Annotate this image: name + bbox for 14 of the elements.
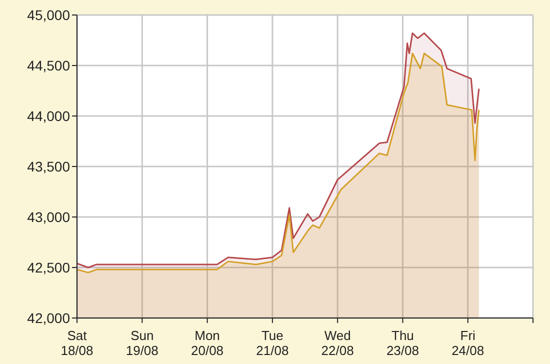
x-tick-label: Fri 24/08 [452,328,484,358]
y-tick-label: 44,000 [27,108,70,124]
x-tick-label: Tue 21/08 [256,328,289,358]
x-tick-label: Wed 22/08 [321,328,354,358]
y-tick-label: 45,000 [27,6,70,23]
y-tick-label: 44,500 [27,57,70,74]
y-tick-label: 43,000 [27,208,70,225]
x-tick-label: Sun 19/08 [126,328,158,358]
x-tick-label: Mon 20/08 [191,328,224,358]
y-tick-label: 43,500 [27,158,70,174]
y-tick-label: 42,500 [27,259,70,276]
x-tick-label: Thu 23/08 [386,328,419,358]
x-tick-label: Sat 18/08 [60,328,94,358]
y-tick-label: 42,000 [27,310,70,326]
